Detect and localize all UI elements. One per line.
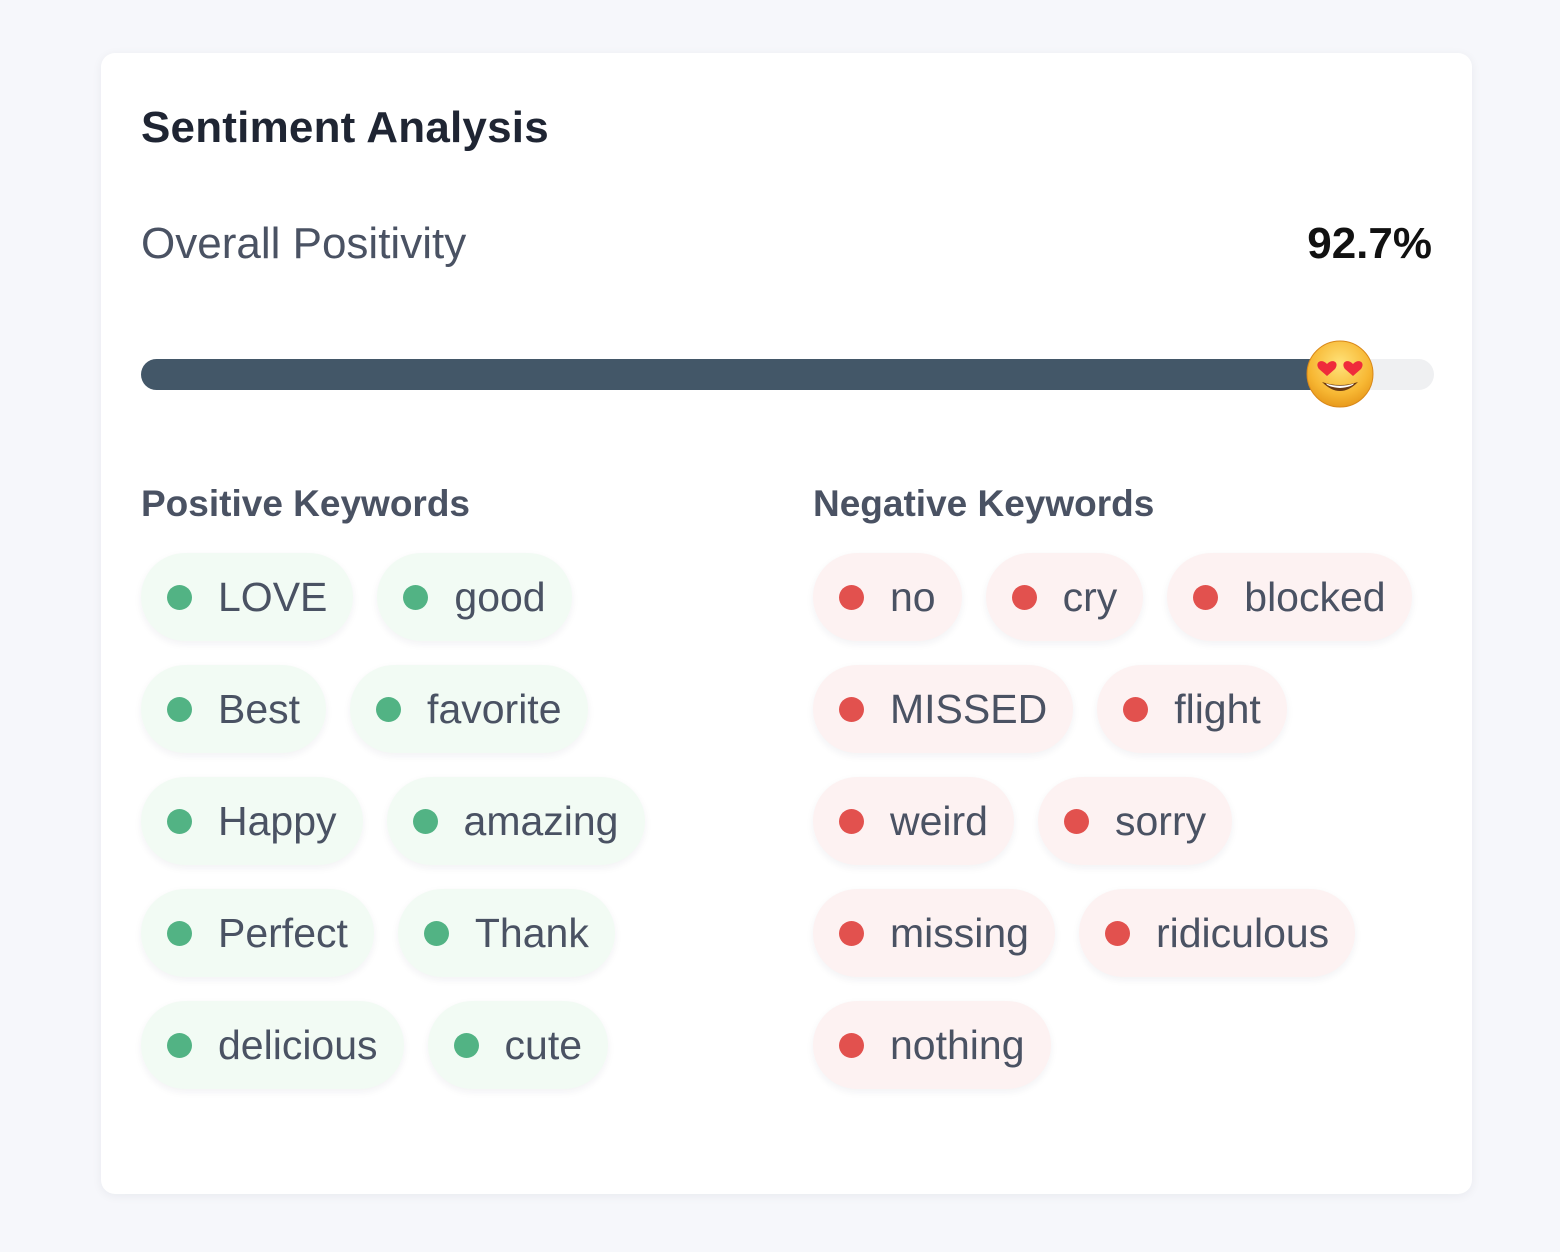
positive-dot-icon bbox=[412, 808, 438, 834]
keyword-label: Thank bbox=[474, 909, 589, 956]
negative-keyword-chip: cry bbox=[985, 553, 1144, 641]
keyword-label: delicious bbox=[218, 1021, 378, 1068]
negative-dot-icon bbox=[839, 808, 864, 834]
negative-dot-icon bbox=[839, 584, 864, 610]
keyword-label: blocked bbox=[1244, 573, 1386, 620]
positive-dot-icon bbox=[403, 584, 429, 610]
keyword-label: flight bbox=[1174, 685, 1261, 732]
negative-dot-icon bbox=[839, 1032, 864, 1058]
positivity-progress-fill bbox=[141, 359, 1340, 390]
keyword-label: missing bbox=[890, 909, 1029, 956]
negative-dot-icon bbox=[1123, 696, 1149, 722]
negative-keyword-chip: missing bbox=[813, 889, 1055, 977]
negative-keyword-chip: flight bbox=[1097, 665, 1287, 753]
positive-dot-icon bbox=[167, 920, 192, 946]
keyword-label: weird bbox=[890, 797, 988, 844]
negative-keyword-chip: no bbox=[813, 553, 962, 641]
keyword-label: favorite bbox=[427, 685, 562, 732]
keyword-label: Happy bbox=[218, 797, 337, 844]
keyword-label: amazing bbox=[463, 797, 619, 844]
keyword-label: good bbox=[454, 573, 546, 620]
keyword-label: ridiculous bbox=[1155, 909, 1330, 956]
positive-dot-icon bbox=[453, 1032, 479, 1058]
positive-keyword-chip: Perfect bbox=[141, 889, 374, 977]
positive-keyword-chip: LOVE bbox=[141, 553, 354, 641]
positive-dot-icon bbox=[167, 584, 192, 610]
positive-dot-icon bbox=[167, 1032, 192, 1058]
positive-keyword-chip: amazing bbox=[386, 777, 645, 865]
positive-keyword-chip: good bbox=[377, 553, 572, 641]
negative-dot-icon bbox=[1104, 920, 1130, 946]
positive-dot-icon bbox=[167, 808, 192, 834]
keyword-label: cry bbox=[1062, 573, 1118, 620]
keyword-label: Perfect bbox=[218, 909, 348, 956]
positive-keywords-list: LOVE good Best favorite Happy amazing Pe… bbox=[141, 553, 645, 1089]
negative-keywords-list: no cry blocked MISSED flight weird sorry… bbox=[813, 553, 1412, 1089]
keyword-label: no bbox=[890, 573, 936, 620]
positive-keyword-chip: Best bbox=[141, 665, 327, 753]
negative-dot-icon bbox=[839, 920, 864, 946]
overall-positivity-value: 92.7% bbox=[1307, 219, 1432, 268]
keyword-label: cute bbox=[504, 1021, 583, 1068]
card-title: Sentiment Analysis bbox=[141, 103, 549, 152]
positive-keyword-chip: favorite bbox=[350, 665, 588, 753]
positive-keywords-heading: Positive Keywords bbox=[141, 483, 471, 524]
keyword-label: Best bbox=[218, 685, 301, 732]
positive-dot-icon bbox=[167, 696, 192, 722]
negative-keywords-heading: Negative Keywords bbox=[813, 483, 1155, 524]
smiling-face-with-heart-eyes-icon bbox=[1306, 340, 1374, 408]
negative-keyword-chip: MISSED bbox=[813, 665, 1074, 753]
keyword-label: LOVE bbox=[218, 573, 328, 620]
keyword-label: nothing bbox=[890, 1021, 1025, 1068]
positive-keyword-chip: Thank bbox=[397, 889, 615, 977]
negative-dot-icon bbox=[839, 696, 864, 722]
sentiment-card: Sentiment Analysis Overall Positivity 92… bbox=[101, 53, 1472, 1194]
negative-dot-icon bbox=[1011, 584, 1037, 610]
positive-keyword-chip: delicious bbox=[141, 1001, 404, 1089]
negative-keyword-chip: blocked bbox=[1167, 553, 1412, 641]
negative-keyword-chip: nothing bbox=[813, 1001, 1051, 1089]
negative-keyword-chip: sorry bbox=[1037, 777, 1233, 865]
keyword-label: sorry bbox=[1114, 797, 1207, 844]
keyword-label: MISSED bbox=[890, 685, 1048, 732]
positivity-progress-bar bbox=[141, 340, 1434, 408]
negative-keyword-chip: ridiculous bbox=[1078, 889, 1356, 977]
negative-keyword-chip: weird bbox=[813, 777, 1014, 865]
overall-positivity-label: Overall Positivity bbox=[141, 219, 467, 268]
positive-dot-icon bbox=[423, 920, 449, 946]
negative-dot-icon bbox=[1193, 584, 1219, 610]
negative-dot-icon bbox=[1063, 808, 1089, 834]
positive-keyword-chip: Happy bbox=[141, 777, 363, 865]
positive-keyword-chip: cute bbox=[427, 1001, 609, 1089]
positive-dot-icon bbox=[376, 696, 402, 722]
